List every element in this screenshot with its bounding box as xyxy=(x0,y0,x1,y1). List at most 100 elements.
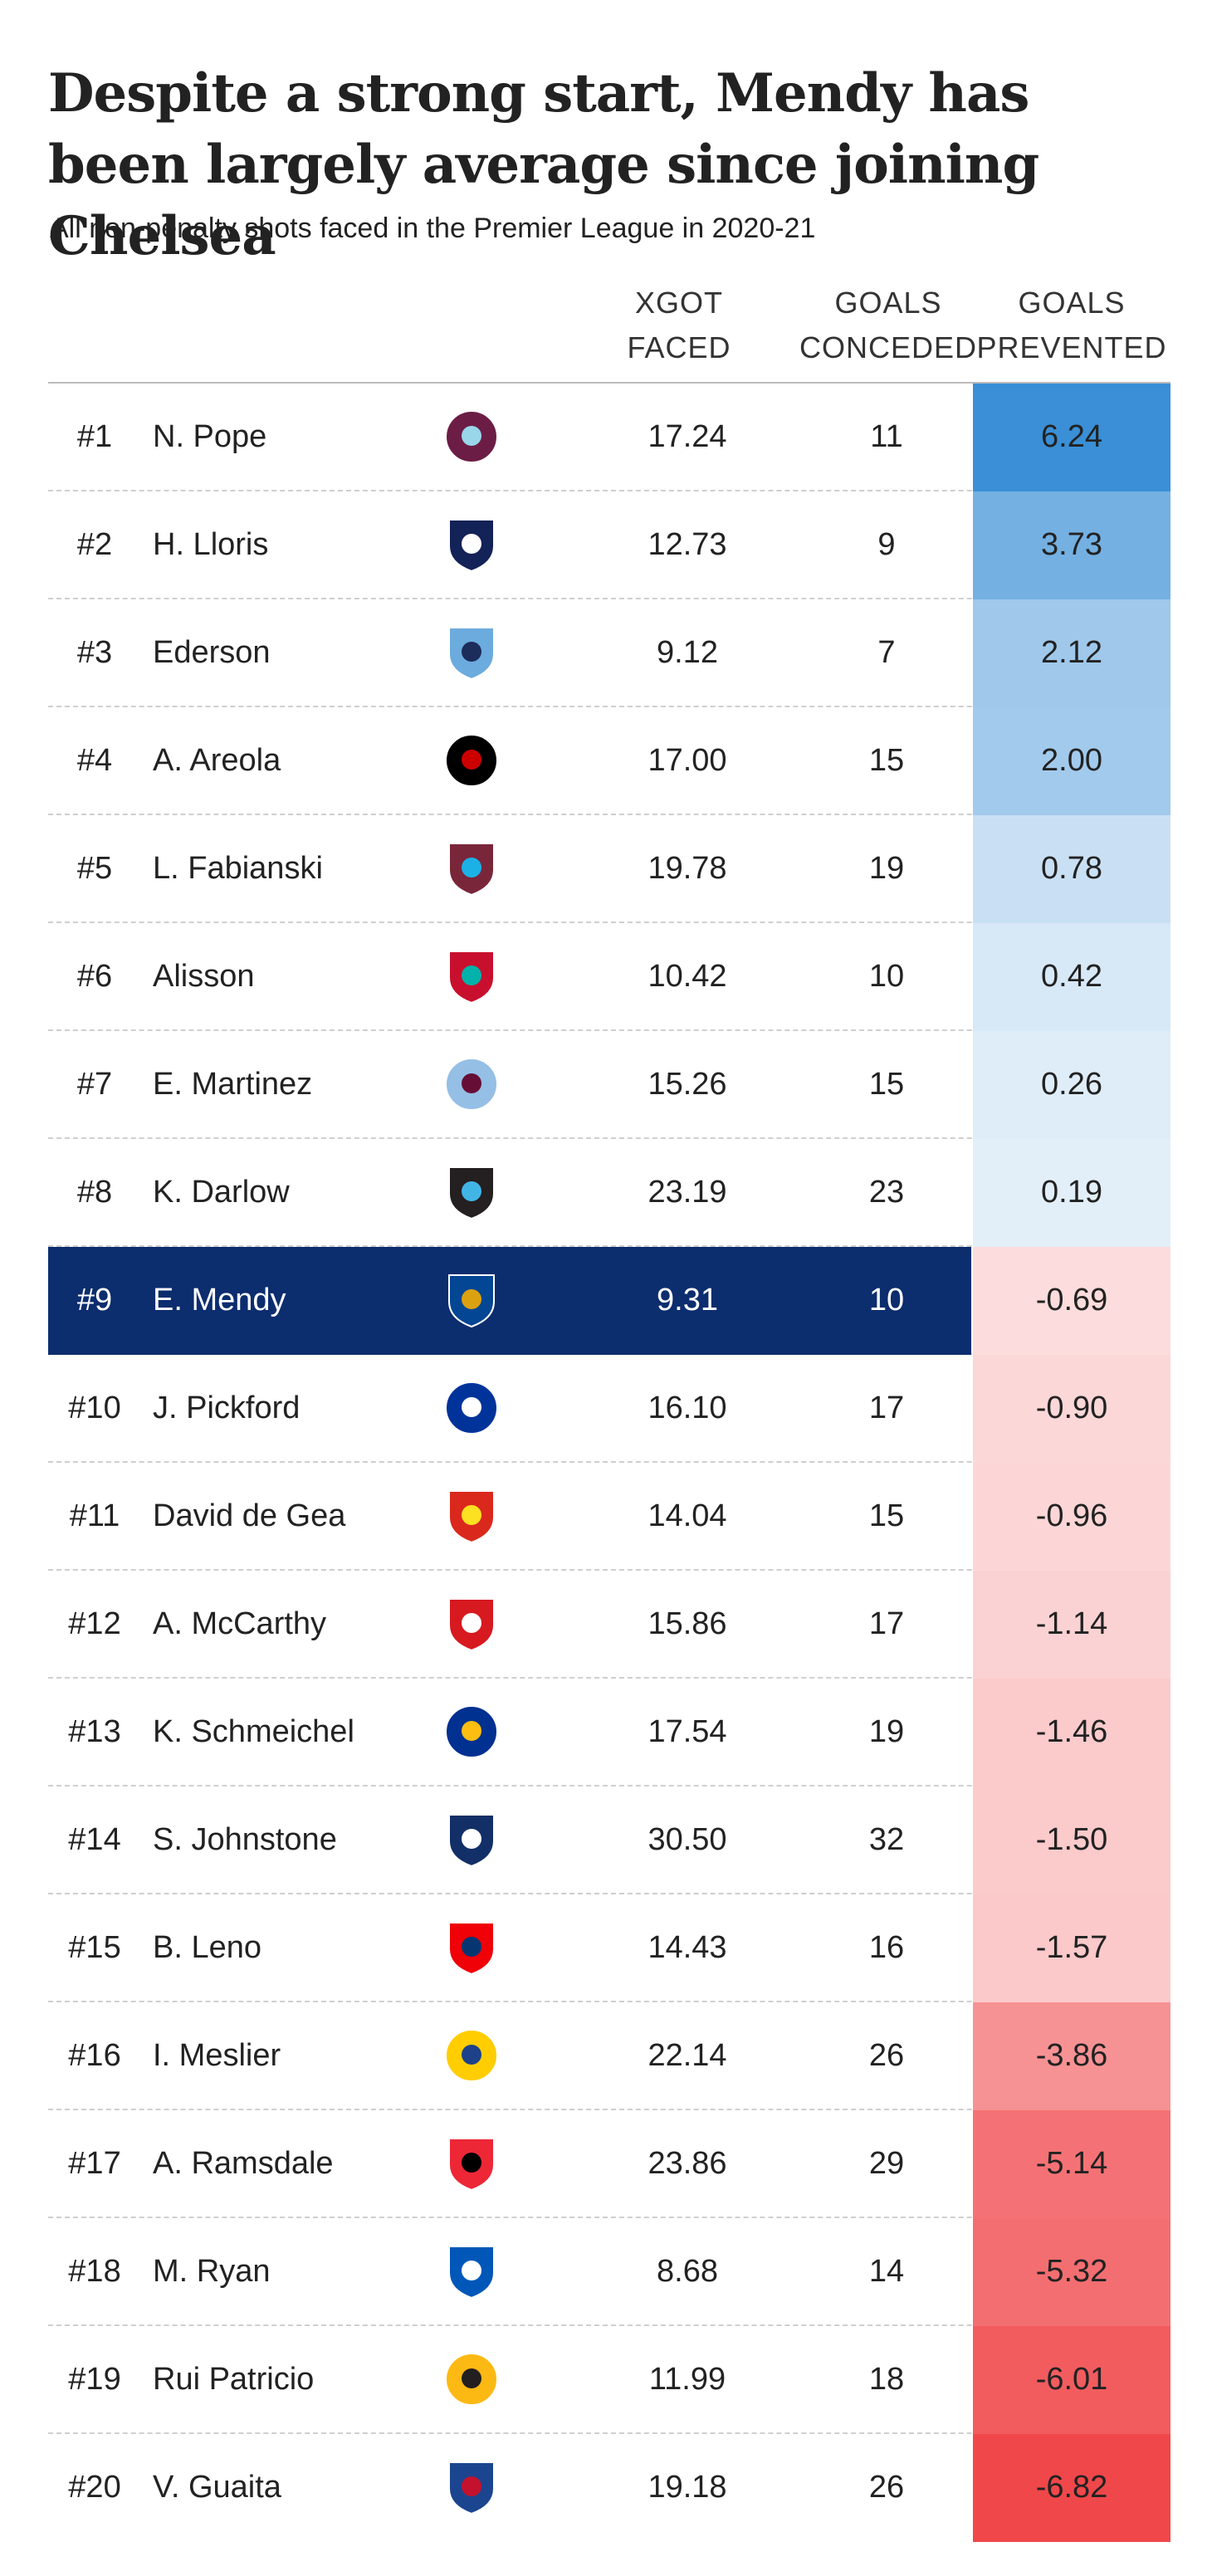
xgot-faced-cell: 23.86 xyxy=(648,2146,727,2181)
player-name-cell: K. Schmeichel xyxy=(153,1714,354,1749)
southampton-crest-icon xyxy=(448,1598,495,1652)
player-name-cell: L. Fabianski xyxy=(153,851,323,886)
xgot-faced-cell: 16.10 xyxy=(648,1391,727,1425)
table-row: #7 E. Martinez 15.26 15 0.26 xyxy=(48,1031,1170,1139)
player-name-cell: M. Ryan xyxy=(153,2254,271,2289)
rank-cell: #6 xyxy=(76,959,113,994)
goals-prevented-cell: 0.19 xyxy=(973,1139,1170,1247)
brighton-crest-icon xyxy=(448,2246,495,2300)
goals-conceded-cell: 19 xyxy=(868,1714,905,1749)
goals-conceded-cell: 23 xyxy=(868,1175,905,1210)
table-row: #17 A. Ramsdale 23.86 29 -5.14 xyxy=(48,2110,1170,2218)
goals-prevented-cell: -1.57 xyxy=(973,1894,1170,2002)
rank-cell: #3 xyxy=(76,635,113,670)
goals-prevented-cell: -6.82 xyxy=(973,2434,1170,2542)
xgot-faced-cell: 9.12 xyxy=(657,635,718,670)
burnley-crest-icon xyxy=(445,410,498,463)
table-row: #20 V. Guaita 19.18 26 -6.82 xyxy=(48,2434,1170,2542)
goals-conceded-cell: 9 xyxy=(877,527,896,562)
xgot-faced-cell: 15.86 xyxy=(648,1606,727,1641)
rank-cell: #10 xyxy=(68,1391,121,1425)
rank-cell: #15 xyxy=(68,1930,121,1965)
goals-prevented-cell: -5.32 xyxy=(973,2218,1170,2326)
rank-cell: #11 xyxy=(69,1498,120,1533)
xgot-faced-cell: 19.18 xyxy=(648,2470,727,2505)
rank-cell: #18 xyxy=(68,2254,121,2289)
player-name-cell: Alisson xyxy=(153,959,255,994)
table-row: #11 David de Gea 14.04 15 -0.96 xyxy=(48,1463,1170,1571)
column-header-goals-conceded: GOALS CONCEDED xyxy=(780,281,996,370)
goals-conceded-cell: 26 xyxy=(868,2470,905,2505)
goals-conceded-cell: 16 xyxy=(868,1930,905,1965)
player-name-cell: Rui Patricio xyxy=(153,2362,315,2397)
goals-conceded-cell: 7 xyxy=(877,635,896,670)
column-header-xgot-faced-line1: XGOT xyxy=(634,286,723,320)
table-row: #18 M. Ryan 8.68 14 -5.32 xyxy=(48,2218,1170,2326)
table-row: #2 H. Lloris 12.73 9 3.73 xyxy=(48,491,1170,599)
xgot-faced-cell: 9.31 xyxy=(657,1283,718,1317)
xgot-faced-cell: 15.26 xyxy=(648,1067,727,1102)
goals-conceded-cell: 10 xyxy=(868,959,905,994)
goals-prevented-cell: 6.24 xyxy=(973,384,1170,491)
rank-cell: #4 xyxy=(76,743,113,778)
xgot-faced-cell: 10.42 xyxy=(648,959,727,994)
player-name-cell: A. McCarthy xyxy=(153,1606,327,1641)
rank-cell: #17 xyxy=(68,2146,121,2181)
goals-conceded-cell: 32 xyxy=(868,1822,905,1857)
goals-conceded-cell: 15 xyxy=(868,1067,905,1102)
table-row: #9 E. Mendy 9.31 10 -0.69 xyxy=(48,1247,1170,1355)
column-header-goals-prevented-line1: GOALS xyxy=(1018,286,1126,320)
rank-cell: #1 xyxy=(76,419,113,454)
chart-title: Despite a strong start, Mendy has been l… xyxy=(48,62,1039,267)
table-row: #1 N. Pope 17.24 11 6.24 xyxy=(48,384,1170,491)
arsenal-crest-icon xyxy=(448,1922,495,1976)
table-row: #13 K. Schmeichel 17.54 19 -1.46 xyxy=(48,1679,1170,1787)
rank-cell: #5 xyxy=(76,851,113,886)
chelsea-crest-icon xyxy=(448,1274,495,1328)
goals-conceded-cell: 29 xyxy=(868,2146,905,2181)
tottenham-crest-icon xyxy=(448,519,495,573)
goals-conceded-cell: 19 xyxy=(868,851,905,886)
goals-conceded-cell: 18 xyxy=(868,2362,905,2397)
sheffield-united-crest-icon xyxy=(448,2138,495,2192)
goals-prevented-cell: 0.78 xyxy=(973,815,1170,923)
rank-cell: #13 xyxy=(68,1714,121,1749)
xgot-faced-cell: 17.54 xyxy=(648,1714,727,1749)
table-row: #10 J. Pickford 16.10 17 -0.90 xyxy=(48,1355,1170,1463)
goals-prevented-cell: 3.73 xyxy=(973,491,1170,599)
newcastle-crest-icon xyxy=(448,1166,495,1220)
fulham-crest-icon xyxy=(445,734,498,787)
man-city-crest-icon xyxy=(448,627,495,681)
table-row: #8 K. Darlow 23.19 23 0.19 xyxy=(48,1139,1170,1247)
goals-prevented-cell: 0.42 xyxy=(973,923,1170,1031)
xgot-faced-cell: 12.73 xyxy=(648,527,727,562)
header-rule xyxy=(48,382,1170,384)
rank-cell: #16 xyxy=(68,2038,121,2073)
rank-cell: #9 xyxy=(76,1283,113,1317)
player-name-cell: B. Leno xyxy=(153,1930,261,1965)
table-row: #3 Ederson 9.12 7 2.12 xyxy=(48,599,1170,707)
player-name-cell: I. Meslier xyxy=(153,2038,281,2073)
goals-prevented-cell: -0.69 xyxy=(973,1247,1170,1355)
rank-cell: #14 xyxy=(68,1822,121,1857)
xgot-faced-cell: 30.50 xyxy=(648,1822,727,1857)
goals-prevented-cell: 0.26 xyxy=(973,1031,1170,1139)
table-row: #19 Rui Patricio 11.99 18 -6.01 xyxy=(48,2326,1170,2434)
table-row: #15 B. Leno 14.43 16 -1.57 xyxy=(48,1894,1170,2002)
aston-villa-crest-icon xyxy=(445,1058,498,1111)
goals-prevented-cell: -5.14 xyxy=(973,2110,1170,2218)
west-ham-crest-icon xyxy=(448,843,495,897)
player-name-cell: David de Gea xyxy=(153,1498,346,1533)
goals-conceded-cell: 17 xyxy=(868,1606,905,1641)
player-name-cell: V. Guaita xyxy=(153,2470,281,2505)
goals-prevented-cell: 2.00 xyxy=(973,707,1170,815)
rank-cell: #20 xyxy=(68,2470,121,2505)
xgot-faced-cell: 23.19 xyxy=(648,1175,727,1210)
goals-conceded-cell: 11 xyxy=(870,419,903,454)
player-name-cell: K. Darlow xyxy=(153,1175,290,1210)
xgot-faced-cell: 14.43 xyxy=(648,1930,727,1965)
goals-conceded-cell: 10 xyxy=(868,1283,905,1317)
player-name-cell: Ederson xyxy=(153,635,271,670)
player-name-cell: H. Lloris xyxy=(153,527,269,562)
goals-prevented-cell: -3.86 xyxy=(973,2002,1170,2110)
